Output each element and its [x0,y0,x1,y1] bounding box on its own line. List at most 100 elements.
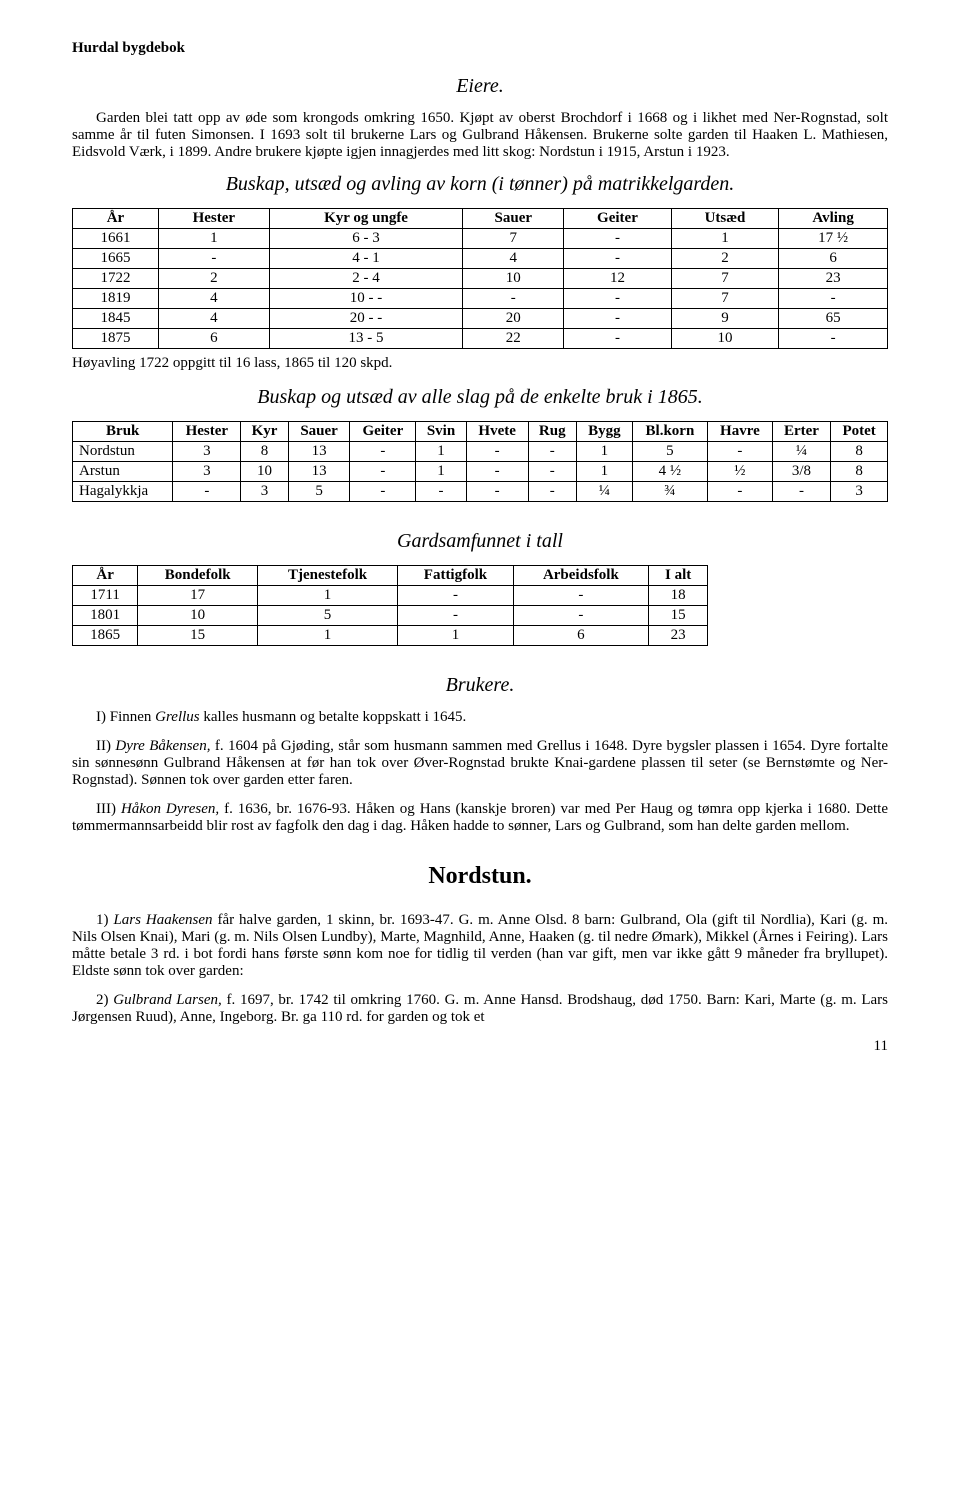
table-cell: 23 [648,626,708,646]
table-header: Utsæd [671,209,779,229]
table-cell: 1 [577,442,633,462]
table-cell: 3/8 [772,462,831,482]
brukere-p2: II) Dyre Båkensen, f. 1604 på Gjøding, s… [72,738,888,789]
table-cell: 13 [288,462,350,482]
table-row: 166116 - 37-117 ½ [73,229,888,249]
table-cell: - [416,482,467,502]
table-row: Hagalykkja-35----¼¾--3 [73,482,888,502]
table-cell: 1665 [73,249,159,269]
table-cell: 4 - 1 [269,249,463,269]
table-header: Avling [779,209,888,229]
table-cell: 8 [831,462,888,482]
table-header: År [73,566,138,586]
table-cell: - [350,442,416,462]
table-cell: - [528,482,577,502]
table-cell: 12 [564,269,672,289]
table-header: Sauer [288,422,350,442]
table-cell: - [564,229,672,249]
table-header: Sauer [463,209,564,229]
buskap2-title: Buskap og utsæd av alle slag på de enkel… [72,386,888,409]
table-cell: 3 [241,482,288,502]
table-cell: 10 [463,269,564,289]
table-cell: 13 [288,442,350,462]
page-number: 11 [72,1038,888,1055]
table-cell: 10 [138,606,258,626]
table-cell: 9 [671,309,779,329]
table-cell: - [528,462,577,482]
brukere-p3: III) Håkon Dyresen, f. 1636, br. 1676-93… [72,801,888,835]
eiere-title: Eiere. [72,75,888,98]
eiere-paragraph: Garden blei tatt opp av øde som krongods… [72,110,888,161]
table-cell: - [158,249,269,269]
table-cell: - [564,289,672,309]
table-cell: 5 [258,606,398,626]
table-cell: 15 [138,626,258,646]
table-cell: 1 [398,626,514,646]
table-cell: - [528,442,577,462]
table-row: 1665-4 - 14-26 [73,249,888,269]
table-header: Potet [831,422,888,442]
table-cell: - [513,606,648,626]
table-cell: 3 [173,462,241,482]
table-header: Geiter [350,422,416,442]
table-cell: 5 [288,482,350,502]
table-cell: - [708,482,772,502]
table-cell: 3 [831,482,888,502]
table-cell: 22 [463,329,564,349]
table-cell: 1 [416,462,467,482]
table-cell: ¾ [632,482,708,502]
table-cell: 1 [258,586,398,606]
table-cell: - [398,606,514,626]
table-cell: 17 [138,586,258,606]
table-header: Bygg [577,422,633,442]
table-header: Tjenestefolk [258,566,398,586]
table-row: 1819410 - ---7- [73,289,888,309]
table-row: 18651511623 [73,626,708,646]
table-cell: - [398,586,514,606]
table-cell: 1711 [73,586,138,606]
table-cell: 15 [648,606,708,626]
table-header: Bondefolk [138,566,258,586]
table-cell: - [564,249,672,269]
table-cell: 8 [241,442,288,462]
table-cell: 1865 [73,626,138,646]
running-header: Hurdal bygdebok [72,40,888,57]
table-header: Hvete [466,422,528,442]
table-header: Hester [173,422,241,442]
table-cell: 7 [463,229,564,249]
table-cell: 2 - 4 [269,269,463,289]
table-header: Bl.korn [632,422,708,442]
table-header: Rug [528,422,577,442]
nordstun-title: Nordstun. [72,863,888,890]
table-cell: 10 [671,329,779,349]
table-header: Havre [708,422,772,442]
table-cell: 3 [173,442,241,462]
table-cell: 1 [577,462,633,482]
table-cell: 8 [831,442,888,462]
table-cell: 2 [158,269,269,289]
table-cell: 1801 [73,606,138,626]
table-cell: 1845 [73,309,159,329]
nordstun-p2: 2) Gulbrand Larsen, f. 1697, br. 1742 ti… [72,992,888,1026]
table-cell: - [466,442,528,462]
table-cell: 23 [779,269,888,289]
table-cell: Arstun [73,462,173,482]
table-header: Arbeidsfolk [513,566,648,586]
table-cell: ½ [708,462,772,482]
table-cell: 1 [258,626,398,646]
table-cell: Nordstun [73,442,173,462]
table-cell: - [779,289,888,309]
table-cell: 7 [671,269,779,289]
table-row: 1711171--18 [73,586,708,606]
table-row: 1801105--15 [73,606,708,626]
table-cell: 17 ½ [779,229,888,249]
brukere-p1: I) Finnen Grellus kalles husmann og beta… [72,709,888,726]
brukere-title: Brukere. [72,674,888,697]
table-cell: 1661 [73,229,159,249]
table-cell: 7 [671,289,779,309]
nordstun-p1: 1) Lars Haakensen får halve garden, 1 sk… [72,912,888,980]
table-header: Geiter [564,209,672,229]
table-cell: ¼ [772,442,831,462]
gardsamfunn-title: Gardsamfunnet i tall [72,530,888,553]
buskap2-table: BrukHesterKyrSauerGeiterSvinHveteRugBygg… [72,421,888,502]
